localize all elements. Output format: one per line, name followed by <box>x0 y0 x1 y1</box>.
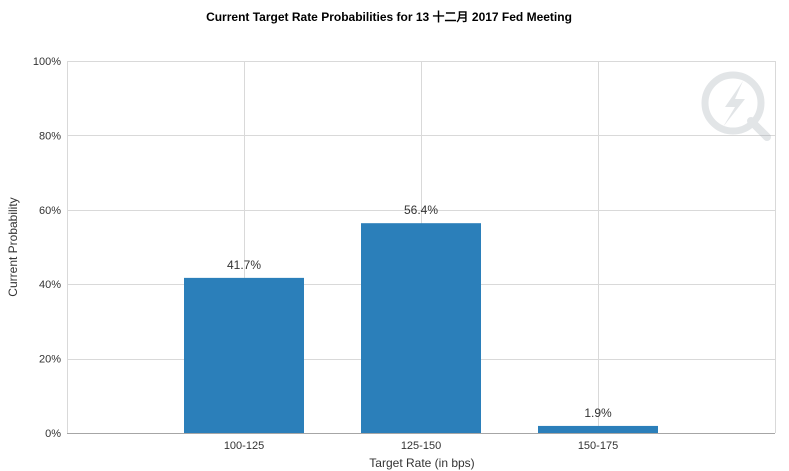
bar <box>184 277 304 433</box>
y-tick-labels: 0% 20% 40% 60% 80% 100% <box>33 56 61 440</box>
x-axis-label: Target Rate (in bps) <box>369 456 474 470</box>
x-tick-label: 100-125 <box>224 440 264 452</box>
x-tick-labels: 100-125 125-150 150-175 <box>224 440 618 452</box>
y-tick-label: 40% <box>39 279 61 291</box>
bar <box>361 223 481 433</box>
bar <box>538 425 658 433</box>
bar-data-label: 41.7% <box>227 258 261 272</box>
lightning-q-watermark-icon <box>701 71 771 141</box>
x-tick-label: 125-150 <box>401 440 441 452</box>
bar-data-label: 56.4% <box>404 203 438 217</box>
y-tick-label: 20% <box>39 354 61 366</box>
bars-group <box>184 223 658 433</box>
y-axis-label: Current Probability <box>6 197 20 296</box>
chart-title: Current Target Rate Probabilities for 13… <box>206 9 572 24</box>
x-tick-label: 150-175 <box>578 440 618 452</box>
bar-data-label: 1.9% <box>584 406 612 420</box>
y-tick-label: 0% <box>45 428 61 440</box>
y-tick-label: 80% <box>39 130 61 142</box>
y-tick-label: 60% <box>39 205 61 217</box>
data-labels-group: 41.7% 56.4% 1.9% <box>227 203 612 420</box>
y-tick-label: 100% <box>33 56 61 68</box>
